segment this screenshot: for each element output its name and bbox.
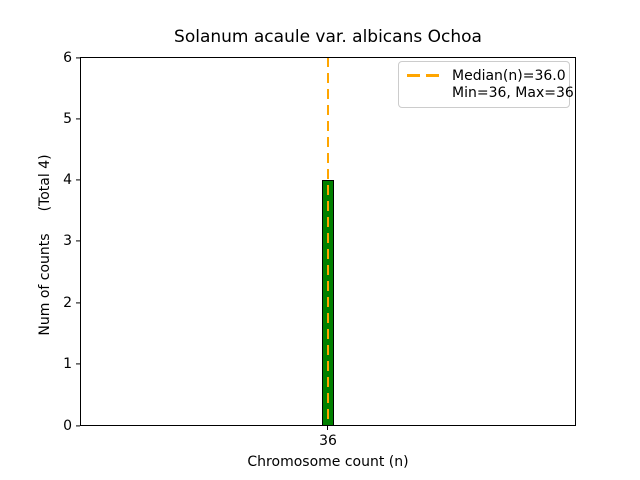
legend: Median(n)=36.0 Min=36, Max=36 [398,61,574,108]
legend-entry-median: Median(n)=36.0 [407,67,566,85]
y-tick-label: 6 [63,49,72,66]
plot-area: 0 1 2 3 4 5 6 36 Median(n)=36.0 Min=36, … [63,51,576,448]
y-axis-label-text: Num of counts [37,233,53,336]
y-tick-mark [76,425,80,427]
y-tick-label: 3 [63,233,72,249]
median-dashed-line [327,57,329,426]
legend-entry-minmax: Min=36, Max=36 [407,85,574,103]
x-tick-label: 36 [319,433,337,449]
y-tick-mark [76,302,80,304]
y-tick-mark [76,363,80,365]
y-tick-mark [76,179,80,181]
y-tick-label: 5 [63,111,72,127]
x-axis-label: Chromosome count (n) [247,454,409,470]
chart-title: Solanum acaule var. albicans Ochoa [174,27,482,47]
y-tick-mark [76,118,80,120]
y-tick-label: 2 [63,295,72,311]
median-line-legend-icon [407,74,440,78]
y-tick-label: 0 [63,418,72,434]
y-tick-mark [76,240,80,242]
x-tick-mark [327,426,329,430]
y-tick-label: 1 [63,356,72,372]
y-tick-mark [76,56,80,59]
y-tick-label: 4 [63,172,72,188]
legend-label-median: Median(n)=36.0 [452,67,566,84]
legend-label-minmax: Min=36, Max=36 [452,85,574,102]
legend-handle-spacer [407,92,440,95]
